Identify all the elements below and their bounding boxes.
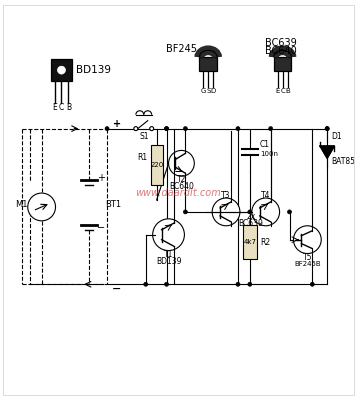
Text: S1: S1 — [139, 132, 149, 141]
Circle shape — [236, 282, 240, 286]
Bar — [199, 57, 217, 71]
Circle shape — [288, 210, 292, 214]
Circle shape — [212, 198, 240, 226]
Text: E: E — [275, 88, 280, 94]
Text: D: D — [211, 88, 216, 94]
Text: BC640: BC640 — [265, 46, 297, 56]
Text: B: B — [285, 88, 290, 94]
Text: +: + — [113, 119, 121, 129]
Circle shape — [165, 282, 168, 286]
Text: BD139: BD139 — [76, 65, 111, 75]
Polygon shape — [320, 146, 334, 158]
Text: T4: T4 — [261, 190, 270, 200]
Text: C: C — [59, 103, 64, 112]
Circle shape — [168, 150, 194, 176]
Text: www.daardIt.com: www.daardIt.com — [136, 188, 221, 198]
Text: BF245B: BF245B — [294, 262, 321, 268]
Text: +: + — [97, 173, 105, 183]
Text: 220: 220 — [150, 162, 163, 168]
Bar — [243, 225, 257, 260]
Circle shape — [325, 127, 329, 130]
Bar — [50, 59, 72, 81]
Circle shape — [183, 127, 188, 130]
Text: −: − — [97, 223, 105, 233]
Text: 100n: 100n — [260, 151, 278, 157]
Circle shape — [105, 127, 109, 130]
Circle shape — [165, 127, 168, 130]
Text: S: S — [206, 88, 210, 94]
Circle shape — [248, 282, 252, 286]
Text: T2: T2 — [177, 175, 186, 184]
Text: C: C — [280, 88, 285, 94]
Text: T5: T5 — [303, 253, 312, 262]
Circle shape — [252, 198, 280, 226]
Circle shape — [58, 66, 66, 74]
Circle shape — [28, 193, 55, 221]
Circle shape — [183, 210, 188, 214]
Text: T1: T1 — [164, 250, 173, 259]
Circle shape — [144, 282, 148, 286]
Text: R2: R2 — [260, 238, 270, 247]
Circle shape — [248, 210, 252, 214]
Bar — [274, 57, 292, 71]
Text: D1: D1 — [331, 132, 342, 141]
Text: 2x: 2x — [246, 212, 256, 221]
Circle shape — [236, 127, 240, 130]
Circle shape — [325, 127, 329, 130]
Text: 4k7: 4k7 — [243, 239, 256, 245]
Text: G: G — [201, 88, 206, 94]
Circle shape — [134, 127, 138, 130]
Text: BF245: BF245 — [166, 44, 197, 54]
Text: BAT85: BAT85 — [331, 157, 355, 166]
Text: C1: C1 — [260, 140, 270, 149]
Text: B: B — [66, 103, 71, 112]
Circle shape — [153, 219, 184, 250]
Text: BC639: BC639 — [265, 38, 297, 48]
Circle shape — [150, 127, 154, 130]
Text: BC639: BC639 — [238, 219, 263, 228]
Text: M1: M1 — [15, 200, 28, 210]
Text: −: − — [112, 284, 122, 294]
Bar — [151, 146, 163, 185]
Circle shape — [310, 282, 314, 286]
Text: T3: T3 — [221, 190, 231, 200]
Circle shape — [269, 127, 273, 130]
Text: BT1: BT1 — [105, 200, 121, 210]
Text: R1: R1 — [138, 153, 148, 162]
Text: E: E — [52, 103, 57, 112]
Circle shape — [165, 127, 168, 130]
Text: BD139: BD139 — [156, 257, 181, 266]
Text: BC640: BC640 — [169, 182, 194, 191]
Circle shape — [293, 226, 321, 254]
